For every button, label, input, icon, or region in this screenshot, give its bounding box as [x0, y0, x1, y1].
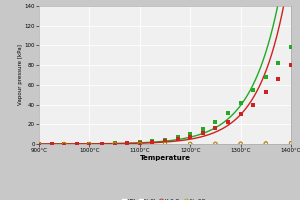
X-axis label: Temperature: Temperature: [140, 155, 190, 161]
Point: [125, 142, 130, 145]
Point: [213, 121, 218, 124]
Point: [137, 141, 142, 144]
Point: [163, 142, 167, 146]
Point: [263, 142, 268, 145]
Point: [200, 127, 205, 130]
Point: [213, 142, 218, 145]
Point: [37, 142, 41, 146]
Point: [49, 142, 54, 146]
Point: [150, 140, 155, 144]
Point: [263, 142, 268, 145]
Point: [100, 142, 104, 145]
Point: [112, 142, 117, 146]
Point: [163, 142, 167, 146]
Point: [251, 88, 256, 91]
Point: [226, 121, 230, 124]
Point: [137, 142, 142, 146]
Point: [276, 77, 281, 81]
Point: [238, 113, 243, 116]
Point: [200, 132, 205, 135]
Point: [37, 142, 41, 146]
Point: [62, 142, 67, 146]
Y-axis label: Vapour pressure [kPa]: Vapour pressure [kPa]: [18, 45, 23, 105]
Point: [289, 64, 293, 67]
Point: [62, 142, 67, 146]
Point: [188, 135, 193, 138]
Point: [163, 139, 167, 142]
Point: [100, 142, 104, 145]
Point: [62, 142, 67, 146]
Point: [188, 142, 193, 146]
Point: [175, 136, 180, 139]
Point: [289, 142, 293, 145]
Point: [163, 138, 167, 141]
Point: [87, 142, 92, 145]
Point: [238, 142, 243, 145]
Point: [137, 142, 142, 146]
Point: [251, 103, 256, 106]
Point: [213, 142, 218, 146]
Point: [226, 112, 230, 115]
Point: [238, 142, 243, 145]
Point: [188, 132, 193, 135]
Point: [74, 142, 79, 145]
Point: [137, 141, 142, 144]
Point: [150, 140, 155, 143]
Point: [37, 142, 41, 146]
Point: [238, 101, 243, 104]
Point: [289, 142, 293, 145]
Point: [125, 141, 130, 145]
Point: [289, 46, 293, 49]
Point: [213, 127, 218, 130]
Point: [87, 142, 92, 145]
Point: [263, 75, 268, 79]
Point: [112, 142, 117, 146]
Point: [112, 142, 117, 145]
Point: [74, 142, 79, 146]
Point: [37, 142, 41, 146]
Point: [175, 137, 180, 141]
Point: [62, 142, 67, 146]
Point: [188, 142, 193, 145]
Point: [49, 142, 54, 146]
Point: [87, 142, 92, 146]
Point: [263, 90, 268, 93]
Point: [112, 142, 117, 145]
Legend: KCl, NaCl, K₂S O₄, Na₂SO₄: KCl, NaCl, K₂S O₄, Na₂SO₄: [122, 199, 208, 200]
Point: [276, 62, 281, 65]
Point: [87, 142, 92, 146]
